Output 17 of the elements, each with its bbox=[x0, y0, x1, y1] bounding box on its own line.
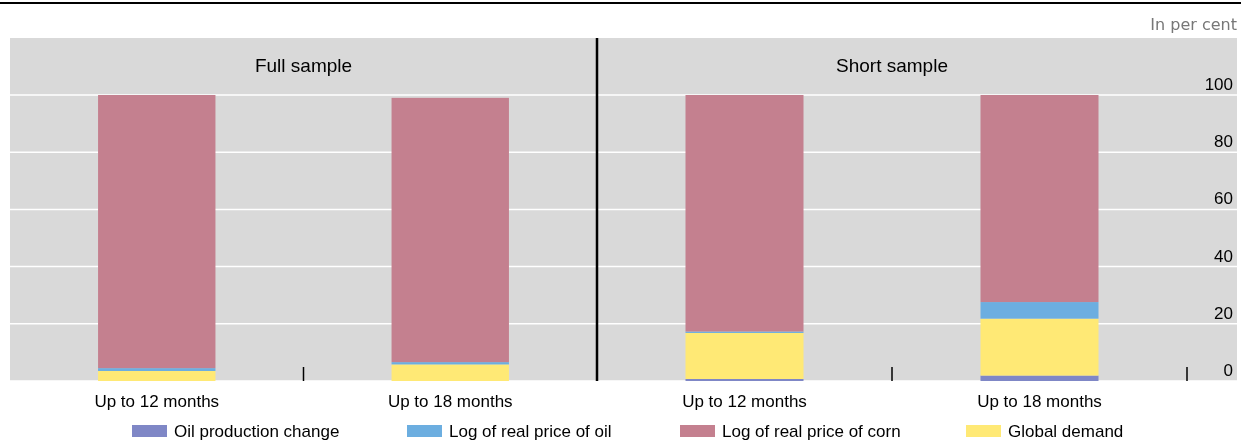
x-tick-label: Up to 18 months bbox=[977, 392, 1102, 411]
chart-title: Short sample bbox=[836, 55, 948, 76]
x-tick-label: Up to 12 months bbox=[682, 392, 807, 411]
text: In per cent bbox=[1150, 15, 1237, 34]
y-tick-label: 0 bbox=[1223, 361, 1233, 380]
y-tick-label: 60 bbox=[1214, 189, 1233, 209]
y-tick-label: 100 bbox=[1204, 75, 1233, 94]
legend-label: Oil production change bbox=[174, 422, 340, 441]
chart-title: Full sample bbox=[254, 55, 353, 76]
legend-label: Global demand bbox=[1008, 422, 1124, 441]
y-tick-label: 40 bbox=[1214, 246, 1233, 266]
y-tick-label: 80 bbox=[1214, 132, 1233, 152]
legend-label: Log of real price of corn bbox=[722, 422, 901, 441]
x-tick-label: Up to 18 months bbox=[387, 392, 513, 411]
y-tick-label: 20 bbox=[1214, 303, 1233, 323]
x-tick-label: Up to 12 months bbox=[94, 392, 220, 411]
legend-label: Log of real price of oil bbox=[449, 422, 612, 441]
